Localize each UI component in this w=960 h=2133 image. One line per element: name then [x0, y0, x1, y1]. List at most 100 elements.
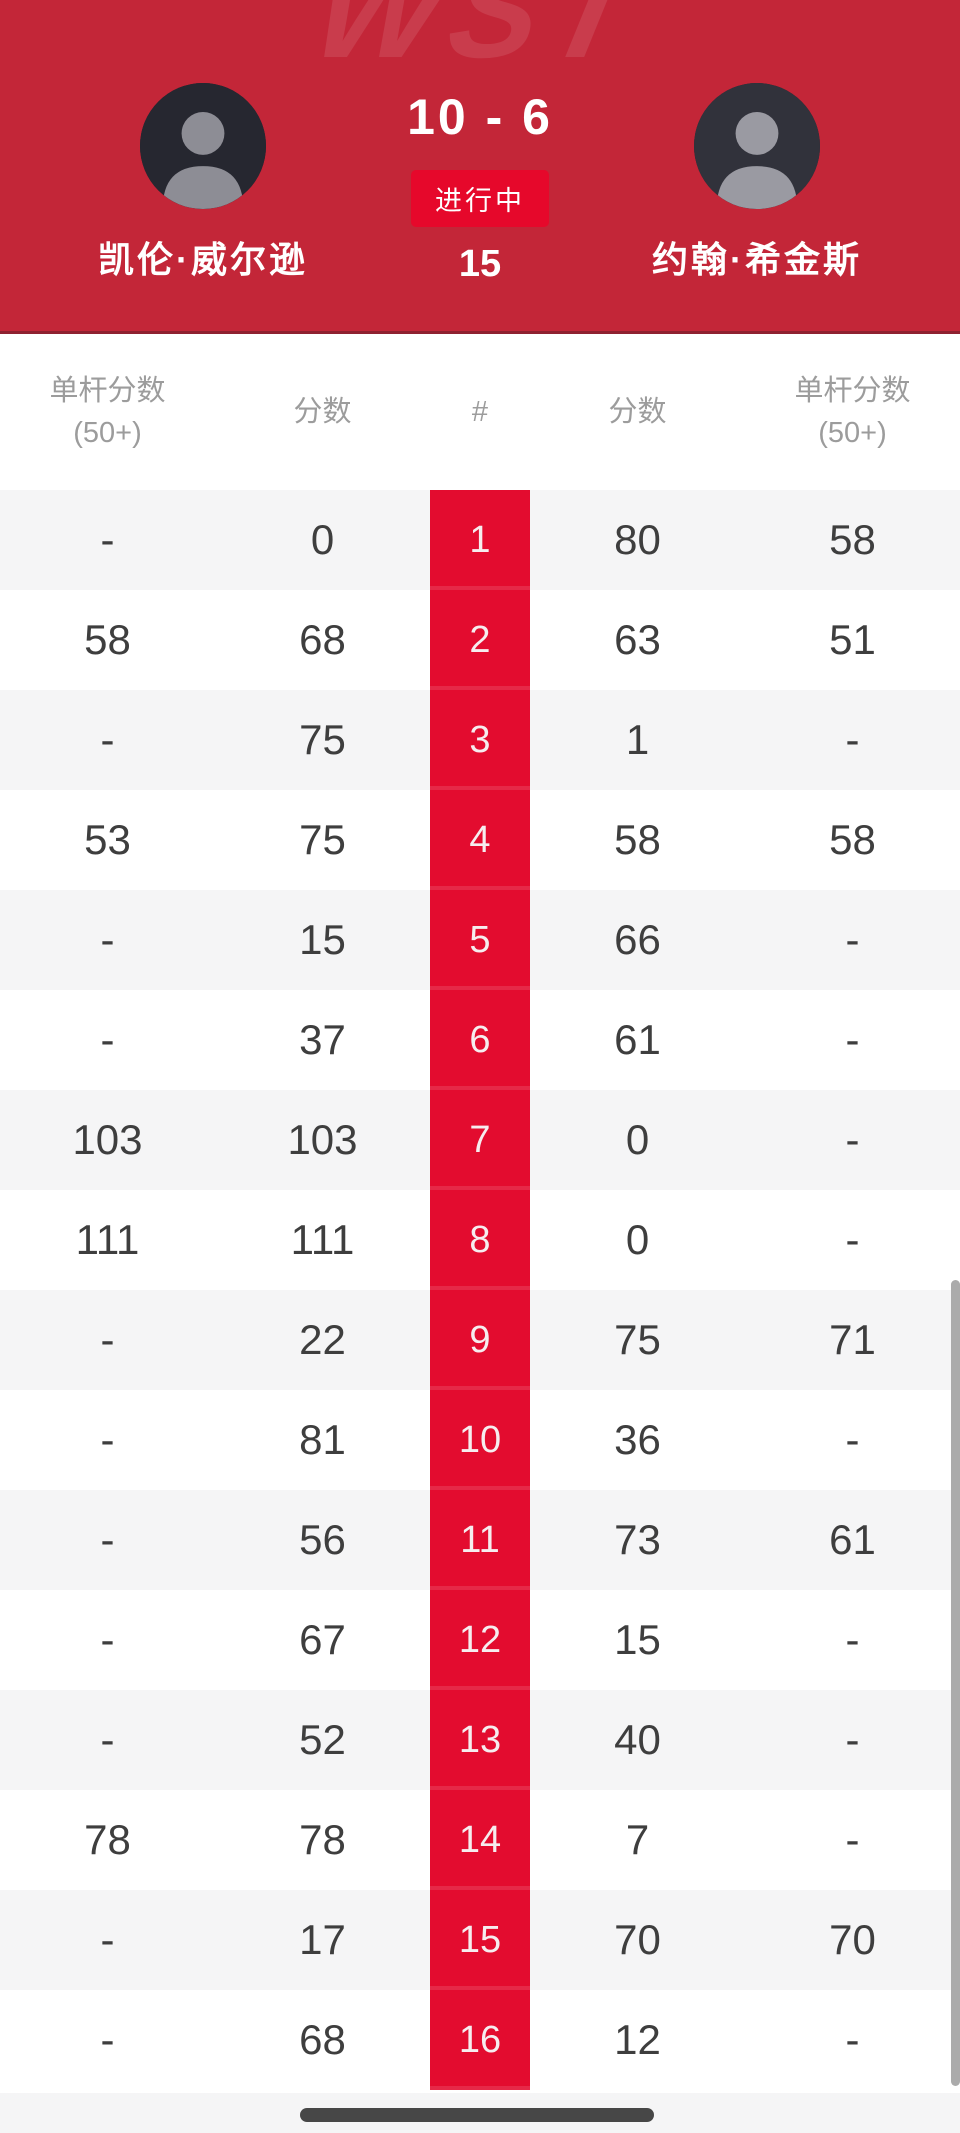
frame-row: - 67 12 15 - [0, 1590, 960, 1690]
p2-frame-score: 63 [614, 616, 661, 663]
frame-row: - 81 10 36 - [0, 1390, 960, 1490]
p1-frame-score: 52 [299, 1716, 346, 1763]
home-indicator[interactable] [300, 2108, 654, 2122]
frame-number: 6 [430, 990, 530, 1090]
match-center-info: 10 - 6 进行中 15 [320, 0, 640, 286]
frame-number: 4 [430, 790, 530, 890]
p2-frame-score: 61 [614, 1016, 661, 1063]
p1-frame-score: 111 [290, 1216, 355, 1263]
col-header-frame: # [471, 395, 489, 428]
p2-break-score: - [845, 1816, 860, 1863]
p2-break-score: 61 [829, 1516, 876, 1563]
match-status-badge: 进行中 [411, 170, 549, 227]
frame-row: - 15 5 66 - [0, 890, 960, 990]
p2-frame-score: 66 [614, 916, 661, 963]
p2-frame-score: 1 [625, 716, 650, 763]
p2-break-score: - [845, 1116, 860, 1163]
frame-number: 13 [430, 1690, 530, 1790]
frame-number: 14 [430, 1790, 530, 1890]
p1-frame-score: 0 [310, 516, 335, 563]
table-header: 单杆分数 (50+) 分数 # 分数 单杆分数 (50+) [0, 334, 960, 490]
col-header-p1-break: 单杆分数 (50+) [0, 370, 215, 454]
p2-break-score: - [845, 1416, 860, 1463]
p2-frame-score: 70 [614, 1916, 661, 1963]
frame-row: 103 103 7 0 - [0, 1090, 960, 1190]
col-header-p1-score: 分数 [293, 395, 352, 428]
col-header-p1-break-line2: (50+) [73, 417, 142, 449]
frame-row: 111 111 8 0 - [0, 1190, 960, 1290]
frame-number: 3 [430, 690, 530, 790]
p1-frame-score: 103 [287, 1116, 358, 1163]
p2-break-score: 58 [829, 816, 876, 863]
match-header: WST 凯伦·威尔逊 10 - 6 进行中 15 [0, 0, 960, 334]
p2-break-score: - [845, 916, 860, 963]
p1-break-score: - [100, 1316, 115, 1363]
frame-number: 1 [430, 490, 530, 590]
p2-break-score: - [845, 1016, 860, 1063]
p2-frame-score: 36 [614, 1416, 661, 1463]
p1-break-score: - [100, 1616, 115, 1663]
frame-row: - 52 13 40 - [0, 1690, 960, 1790]
frame-number: 12 [430, 1590, 530, 1690]
frame-number: 5 [430, 890, 530, 990]
p1-break-score: - [100, 1516, 115, 1563]
p1-break-score: - [100, 1416, 115, 1463]
p2-break-score: - [845, 1216, 860, 1263]
current-frame-number: 15 [458, 243, 502, 285]
frame-number: 2 [430, 590, 530, 690]
p1-frame-score: 22 [299, 1316, 346, 1363]
p1-break-score: - [100, 1716, 115, 1763]
player-right: 约翰·希金斯 [597, 83, 917, 283]
p1-break-score: 78 [84, 1816, 131, 1863]
p2-frame-score: 58 [614, 816, 661, 863]
frame-row: - 75 3 1 - [0, 690, 960, 790]
frame-number: 10 [430, 1390, 530, 1490]
player-right-avatar [694, 83, 820, 209]
frame-row: - 56 11 73 61 [0, 1490, 960, 1590]
p2-break-score: - [845, 716, 860, 763]
person-silhouette-icon [694, 83, 820, 209]
bottom-bar [0, 2093, 960, 2133]
p2-frame-score: 15 [614, 1616, 661, 1663]
frame-number: 7 [430, 1090, 530, 1190]
frame-row: - 0 1 80 58 [0, 490, 960, 590]
p1-frame-score: 81 [299, 1416, 346, 1463]
p1-break-score: - [100, 716, 115, 763]
scrollbar-thumb[interactable] [951, 1280, 960, 2086]
col-header-p2-score: 分数 [608, 395, 667, 428]
p2-frame-score: 75 [614, 1316, 661, 1363]
p2-frame-score: 73 [614, 1516, 661, 1563]
frame-number: 16 [430, 1990, 530, 2090]
p2-break-score: - [845, 1616, 860, 1663]
p1-frame-score: 37 [299, 1016, 346, 1063]
p2-frame-score: 40 [614, 1716, 661, 1763]
p1-frame-score: 67 [299, 1616, 346, 1663]
p1-break-score: 53 [84, 816, 131, 863]
frame-number: 15 [430, 1890, 530, 1990]
p1-frame-score: 68 [299, 2016, 346, 2063]
p1-break-score: 103 [72, 1116, 143, 1163]
p1-frame-score: 75 [299, 716, 346, 763]
p1-break-score: 111 [75, 1216, 140, 1263]
col-header-p1-break-line1: 单杆分数 [49, 374, 166, 407]
player-left: 凯伦·威尔逊 [43, 83, 363, 283]
frame-number: 11 [430, 1490, 530, 1590]
frame-row: - 17 15 70 70 [0, 1890, 960, 1990]
player-left-name: 凯伦·威尔逊 [98, 239, 308, 280]
p1-frame-score: 56 [299, 1516, 346, 1563]
p2-break-score: - [845, 1716, 860, 1763]
frame-row: - 37 6 61 - [0, 990, 960, 1090]
p2-break-score: 51 [829, 616, 876, 663]
p2-break-score: - [845, 2016, 860, 2063]
p1-frame-score: 15 [299, 916, 346, 963]
p2-frame-score: 7 [625, 1816, 650, 1863]
frame-row: 78 78 14 7 - [0, 1790, 960, 1890]
p2-break-score: 58 [829, 516, 876, 563]
p2-frame-score: 0 [625, 1216, 650, 1263]
col-header-p2-break-line2: (50+) [818, 417, 887, 449]
frame-number: 9 [430, 1290, 530, 1390]
p1-frame-score: 78 [299, 1816, 346, 1863]
frames-table: - 0 1 80 58 58 68 2 63 51 - 75 3 1 - 53 … [0, 490, 960, 2090]
col-header-p2-break: 单杆分数 (50+) [745, 370, 960, 454]
p1-break-score: - [100, 1016, 115, 1063]
